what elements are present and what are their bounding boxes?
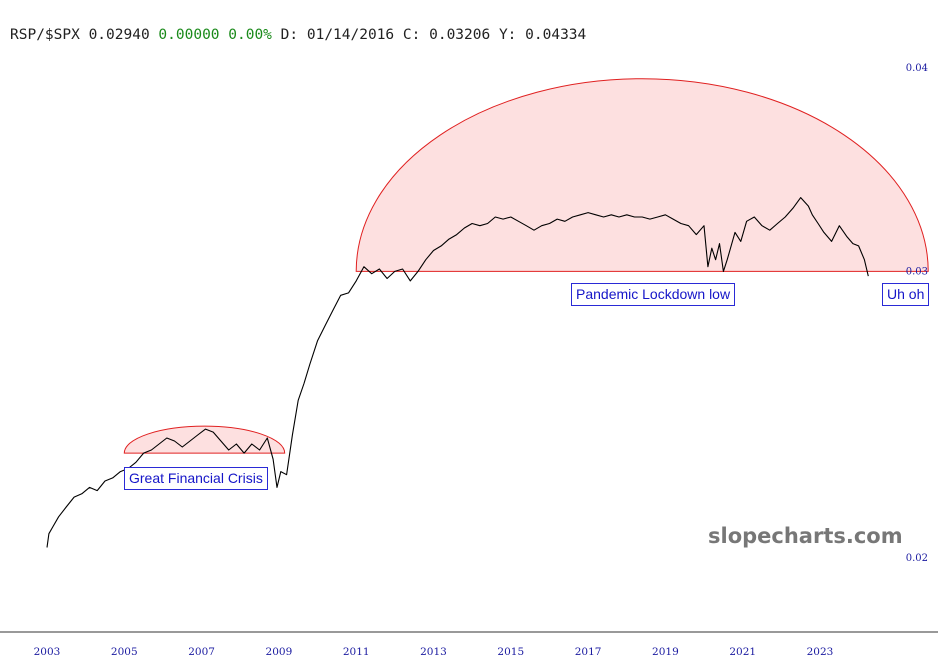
x-tick-label: 2019 <box>652 646 679 658</box>
change-value: 0.00000 <box>158 27 220 43</box>
chart-header: RSP/$SPX 0.02940 0.00000 0.00% D: 01/14/… <box>10 27 586 43</box>
x-tick-label: 2023 <box>807 646 834 658</box>
y-tick-label: 0.02 <box>906 553 928 564</box>
symbol-label: RSP/$SPX <box>10 27 80 43</box>
x-tick-label: 2011 <box>343 646 370 658</box>
annotation-uh-oh: Uh oh <box>882 283 930 306</box>
x-tick-label: 2009 <box>266 646 293 658</box>
annotation-gfc: Great Financial Crisis <box>124 467 268 490</box>
highlight-arc-1 <box>123 425 286 454</box>
change-percent: 0.00% <box>228 27 272 43</box>
date-value: 01/14/2016 <box>306 27 395 43</box>
close-value: 0.03206 <box>429 27 491 43</box>
last-value: 0.02940 <box>88 27 150 43</box>
x-tick-label: 2015 <box>497 646 524 658</box>
y-tick-label: 0.03 <box>906 266 928 277</box>
y-axis: 0.04 0.03 0.02 <box>906 63 928 564</box>
x-axis: 2003 2005 2007 2009 2011 2013 2015 2017 2019 2021… <box>34 646 834 658</box>
highlight-arcs <box>123 78 929 454</box>
date-label: D: <box>280 27 299 43</box>
highlight-arc-2 <box>355 78 929 272</box>
x-tick-label: 2005 <box>111 646 138 658</box>
series-layer <box>46 197 869 548</box>
x-tick-label: 2013 <box>420 646 447 658</box>
y-label: Y: <box>498 27 517 43</box>
x-tick-label: 2007 <box>188 646 215 658</box>
x-tick-label: 2021 <box>729 646 756 658</box>
close-label: C: <box>402 27 421 43</box>
x-tick-label: 2017 <box>575 646 602 658</box>
series-line-1 <box>46 197 869 548</box>
y-tick-label: 0.04 <box>906 63 928 74</box>
watermark: slopecharts.com <box>708 524 903 548</box>
x-tick-label: 2003 <box>34 646 61 658</box>
y-value: 0.04334 <box>525 27 587 43</box>
annotation-pandemic: Pandemic Lockdown low <box>571 283 736 306</box>
